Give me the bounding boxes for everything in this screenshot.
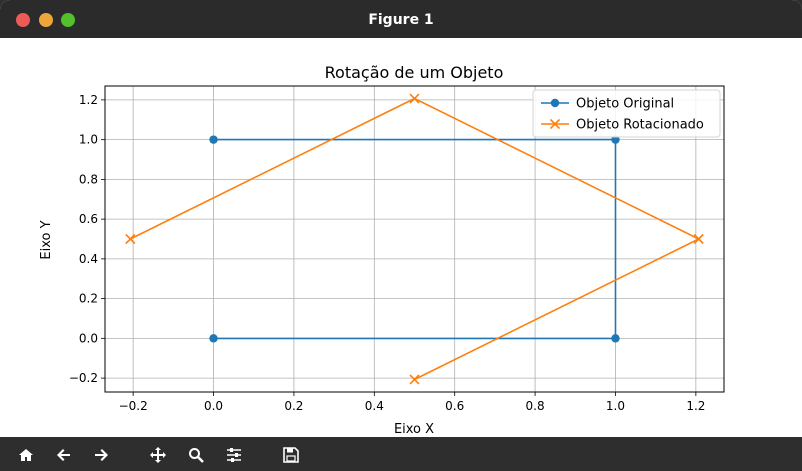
series-1 — [209, 135, 620, 343]
forward-icon[interactable] — [92, 446, 110, 464]
y-tick-label: 0.4 — [79, 252, 98, 266]
legend-marker — [549, 118, 561, 130]
chart-title: Rotação de um Objeto — [325, 63, 504, 82]
x-tick-label: 0.6 — [445, 399, 464, 413]
y-tick-label: 1.0 — [79, 133, 98, 147]
x-marker-stroke — [409, 93, 420, 104]
y-tick-label: 0.2 — [79, 292, 98, 306]
window-title: Figure 1 — [368, 12, 434, 28]
x-marker-stroke — [549, 118, 561, 130]
data-point — [209, 334, 218, 343]
x-tick-label: 0.0 — [204, 399, 223, 413]
data-point — [409, 374, 420, 385]
axes-frame — [104, 85, 725, 393]
series-layer — [125, 93, 704, 385]
x-marker-stroke — [693, 233, 704, 245]
legend-box — [532, 89, 721, 138]
configure-subplots-icon[interactable] — [225, 446, 243, 464]
x-marker-stroke — [125, 233, 136, 245]
x-tick-label: 0.8 — [526, 399, 545, 413]
series-line — [213, 138, 617, 340]
minimize-button[interactable] — [39, 13, 53, 27]
y-tick-label: 0.6 — [79, 212, 98, 226]
legend-label: Objeto Rotacionado — [576, 118, 704, 133]
legend: Objeto Original Objeto Rotacionado — [532, 89, 721, 138]
legend-label: Objeto Original — [576, 97, 674, 112]
series-line — [129, 97, 701, 381]
legend-marker — [550, 98, 560, 108]
back-icon[interactable] — [55, 446, 73, 464]
y-axis-label: Eixo Y — [39, 220, 54, 259]
y-tick-label: 0.0 — [79, 331, 98, 345]
data-point — [611, 135, 620, 144]
figure-canvas: Rotação de um Objeto Eixo X Eixo Y −0.2 0… — [4, 38, 802, 437]
tick-group: −0.2 0.0 0.2 0.4 0.6 0.8 1.0 1.2 −0.2 0.0 0.2 0.4 0.… — [69, 93, 706, 413]
x-tick-label: 1.0 — [606, 399, 625, 413]
navigation-toolbar — [0, 437, 802, 471]
data-point — [125, 233, 136, 245]
y-tick-label: 1.2 — [79, 93, 98, 107]
home-icon[interactable] — [17, 446, 35, 464]
legend-item: Objeto Rotacionado — [541, 118, 704, 133]
x-tick-label: 0.4 — [365, 399, 384, 413]
data-point — [611, 334, 620, 343]
maximize-button[interactable] — [61, 13, 75, 27]
data-point — [209, 135, 218, 144]
save-icon[interactable] — [282, 446, 300, 464]
y-tick-label: 0.8 — [79, 172, 98, 186]
x-tick-label: −0.2 — [119, 399, 148, 413]
y-tick-label: −0.2 — [69, 371, 98, 385]
data-point — [693, 233, 704, 245]
close-button[interactable] — [16, 13, 30, 27]
legend-item: Objeto Original — [541, 97, 674, 112]
x-tick-label: 1.2 — [686, 399, 705, 413]
chart: Rotação de um Objeto Eixo X Eixo Y −0.2 0… — [39, 63, 725, 437]
title-bar: Figure 1 — [0, 0, 802, 38]
series-2 — [125, 93, 704, 385]
x-axis-label: Eixo X — [394, 422, 434, 437]
x-marker-stroke — [409, 374, 420, 385]
pan-icon[interactable] — [149, 446, 167, 464]
x-tick-label: 0.2 — [284, 399, 303, 413]
zoom-icon[interactable] — [187, 446, 205, 464]
data-point — [409, 93, 420, 104]
